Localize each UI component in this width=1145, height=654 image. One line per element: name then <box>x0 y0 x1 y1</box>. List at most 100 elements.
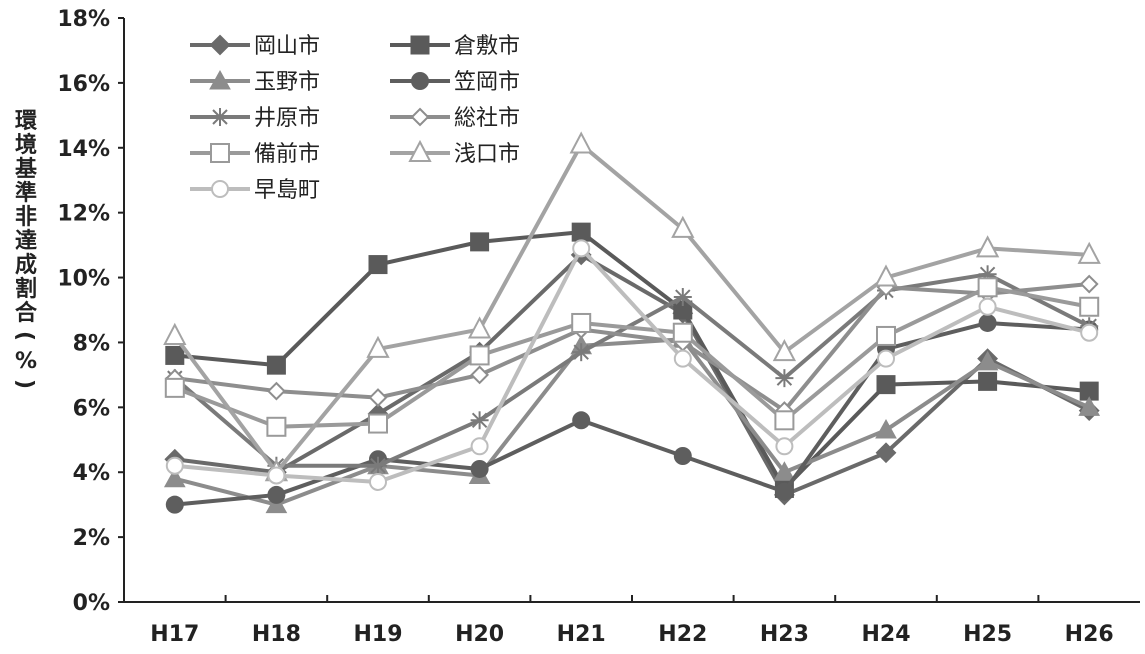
data-point <box>774 410 795 431</box>
legend-marker <box>211 108 229 126</box>
legend-marker <box>410 35 430 55</box>
data-point <box>470 437 489 456</box>
data-point <box>775 437 794 456</box>
legend-item: 浅口市 <box>390 139 520 167</box>
y-axis-label-char: 環 <box>15 109 38 134</box>
y-tick-label: 14% <box>57 137 110 162</box>
y-tick-label: 12% <box>57 202 110 227</box>
data-point <box>572 239 591 258</box>
data-point <box>673 288 692 307</box>
legend-marker <box>211 180 229 198</box>
series-9 <box>165 239 1099 491</box>
y-tick-label: 16% <box>57 72 110 97</box>
data-point <box>369 472 387 491</box>
x-tick-label: H26 <box>1065 622 1114 647</box>
x-tick-label: H18 <box>252 622 301 647</box>
data-point <box>163 322 187 345</box>
data-point <box>671 215 695 238</box>
data-point <box>1077 241 1101 264</box>
data-point <box>877 349 895 368</box>
data-point <box>672 322 693 343</box>
data-point <box>976 350 999 371</box>
data-point <box>978 313 997 332</box>
series-layer <box>163 131 1101 514</box>
legend-item: 総社市 <box>390 106 520 131</box>
y-tick-label: 4% <box>73 461 110 486</box>
data-point <box>266 381 286 401</box>
series-line <box>173 272 1091 468</box>
series-line <box>174 252 1091 497</box>
legend-item: 岡山市 <box>190 34 320 59</box>
legend-label: 倉敷市 <box>454 34 520 59</box>
data-point <box>977 277 998 298</box>
y-axis-label-char: 基 <box>15 157 38 182</box>
data-point <box>673 447 692 465</box>
data-point <box>366 335 390 358</box>
data-point <box>571 222 591 242</box>
data-point <box>1079 274 1099 294</box>
y-tick-label: 10% <box>57 267 110 292</box>
data-point <box>874 264 898 287</box>
legend-marker <box>210 143 230 163</box>
series-line <box>174 246 1090 484</box>
legend-label: 備前市 <box>254 142 320 167</box>
data-point <box>975 235 1000 258</box>
x-tick-label: H20 <box>455 622 504 647</box>
legend-label: 浅口市 <box>454 142 520 167</box>
x-tick-label: H21 <box>557 622 606 647</box>
series-line <box>173 142 1090 475</box>
x-tick-label: H25 <box>963 622 1012 647</box>
series-8 <box>163 131 1101 482</box>
series-2 <box>165 222 1099 498</box>
data-point <box>571 312 592 333</box>
legend-item: 早島町 <box>190 178 320 203</box>
series-7 <box>164 277 1100 437</box>
legend-marker <box>209 34 231 56</box>
legend-label: 玉野市 <box>254 70 320 95</box>
y-tick-label: 18% <box>57 7 110 32</box>
data-point <box>165 456 184 475</box>
data-point <box>163 467 186 488</box>
data-point <box>875 419 897 439</box>
y-axis-label-char: 割 <box>15 276 37 302</box>
data-point <box>470 232 490 252</box>
legend-item: 笠岡市 <box>390 70 520 95</box>
y-tick-label: 6% <box>73 396 110 421</box>
legend-label: 早島町 <box>254 178 320 203</box>
series-line <box>174 285 1090 429</box>
legend-label: 総社市 <box>454 106 520 131</box>
data-point <box>469 345 490 366</box>
data-point <box>470 365 490 385</box>
data-point <box>369 456 387 475</box>
data-point <box>164 377 185 398</box>
data-point <box>876 325 896 346</box>
data-point <box>569 131 593 154</box>
data-point <box>470 459 489 478</box>
x-tick-label: H23 <box>760 622 809 647</box>
legend-label: 岡山市 <box>254 34 320 59</box>
data-point <box>368 413 388 434</box>
data-point <box>368 255 388 275</box>
data-point <box>1078 396 1101 416</box>
legend-item: 玉野市 <box>190 69 320 95</box>
data-point <box>368 388 388 408</box>
data-point <box>775 369 794 388</box>
y-axis-label-char: 成 <box>15 253 37 278</box>
data-point <box>1079 296 1100 317</box>
legend-marker <box>410 107 430 127</box>
data-point <box>673 349 692 368</box>
legend-marker <box>411 72 429 90</box>
y-axis-label-char: 準 <box>15 180 37 206</box>
data-point <box>773 461 796 481</box>
legend-marker <box>209 69 231 90</box>
data-point <box>772 339 797 362</box>
legend-marker <box>408 139 432 162</box>
legend-item: 備前市 <box>190 142 320 167</box>
data-point <box>978 297 997 316</box>
series-6 <box>165 274 1099 420</box>
y-axis-label-char: % <box>15 349 37 374</box>
